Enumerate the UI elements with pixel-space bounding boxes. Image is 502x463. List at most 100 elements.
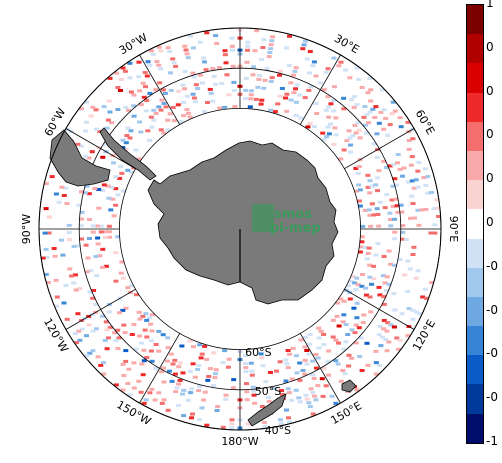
data-cell <box>326 349 332 353</box>
data-cell <box>98 224 104 228</box>
data-cell <box>349 356 355 360</box>
data-cell <box>185 94 190 98</box>
data-cell <box>410 308 416 312</box>
data-cell <box>409 194 415 198</box>
data-cell <box>331 56 337 60</box>
data-cell <box>395 210 401 214</box>
longitude-label: 90°E <box>447 216 460 242</box>
data-cell <box>260 364 266 368</box>
data-cell <box>336 341 341 345</box>
data-cell <box>223 393 229 397</box>
latitude-label: 40°S <box>265 424 291 437</box>
data-cell <box>310 359 316 363</box>
data-cell <box>93 127 99 131</box>
data-cell <box>291 91 297 95</box>
data-cell <box>82 154 88 158</box>
data-cell <box>197 40 203 44</box>
data-cell <box>67 267 73 271</box>
data-cell <box>106 99 112 103</box>
data-cell <box>245 422 251 426</box>
data-cell <box>435 206 441 210</box>
data-cell <box>248 361 254 365</box>
data-cell <box>255 85 261 89</box>
data-cell <box>113 203 119 207</box>
data-cell <box>176 89 182 93</box>
longitude-label: 90°W <box>20 214 33 244</box>
data-cell <box>69 274 75 278</box>
data-cell <box>380 335 385 339</box>
data-cell <box>145 129 151 133</box>
data-cell <box>144 318 150 322</box>
data-cell <box>319 377 325 381</box>
data-cell <box>376 169 382 173</box>
data-cell <box>389 198 395 202</box>
data-cell <box>285 349 291 352</box>
data-cell <box>95 355 101 359</box>
data-cell <box>198 356 204 360</box>
data-cell <box>115 347 121 350</box>
data-cell <box>252 49 258 53</box>
data-cell <box>84 354 90 358</box>
data-cell <box>409 179 415 183</box>
data-cell <box>384 349 390 353</box>
data-cell <box>106 224 112 228</box>
data-cell <box>398 125 404 129</box>
data-cell <box>77 338 83 342</box>
data-cell <box>278 69 283 73</box>
data-cell <box>384 193 390 197</box>
data-cell <box>362 246 368 249</box>
data-cell <box>302 358 308 362</box>
data-cell <box>365 173 371 177</box>
data-cell <box>161 366 166 370</box>
data-cell <box>347 136 353 140</box>
data-cell <box>367 213 373 217</box>
data-cell <box>381 108 387 112</box>
colorbar-tick-label: -0 <box>486 390 498 405</box>
data-cell <box>200 81 205 85</box>
meridian-line <box>139 333 181 404</box>
data-cell <box>368 99 374 103</box>
data-cell <box>256 74 262 77</box>
data-cell <box>190 92 196 96</box>
data-cell <box>279 87 285 90</box>
data-cell <box>226 357 232 361</box>
data-cell <box>230 386 236 390</box>
data-cell <box>54 304 60 308</box>
data-cell <box>297 400 303 404</box>
data-cell <box>149 49 154 53</box>
data-cell <box>139 341 144 345</box>
data-cell <box>373 105 379 109</box>
data-cell <box>365 185 371 189</box>
data-cell <box>376 121 382 125</box>
data-cell <box>335 301 341 305</box>
data-cell <box>171 61 177 65</box>
data-cell <box>381 327 387 331</box>
data-cell <box>315 384 321 388</box>
data-cell <box>89 150 95 154</box>
data-cell <box>290 346 296 350</box>
data-cell <box>324 135 330 139</box>
data-cell <box>245 44 251 48</box>
data-cell <box>355 121 361 125</box>
data-cell <box>351 95 357 99</box>
data-cell <box>134 293 139 297</box>
data-cell <box>88 114 94 118</box>
data-cell <box>401 166 407 170</box>
data-cell <box>287 34 292 38</box>
data-cell <box>300 368 306 372</box>
data-cell <box>78 224 84 228</box>
data-cell <box>429 281 435 284</box>
data-cell <box>356 199 362 203</box>
data-cell <box>328 102 334 106</box>
data-cell <box>124 134 130 137</box>
data-cell <box>340 320 346 324</box>
data-cell <box>251 393 257 397</box>
data-cell <box>278 418 283 422</box>
data-cell <box>277 94 283 98</box>
data-cell <box>280 393 285 396</box>
data-cell <box>43 247 49 251</box>
data-cell <box>325 125 331 129</box>
data-cell <box>287 352 293 356</box>
data-cell <box>101 105 107 109</box>
data-cell <box>180 371 186 375</box>
